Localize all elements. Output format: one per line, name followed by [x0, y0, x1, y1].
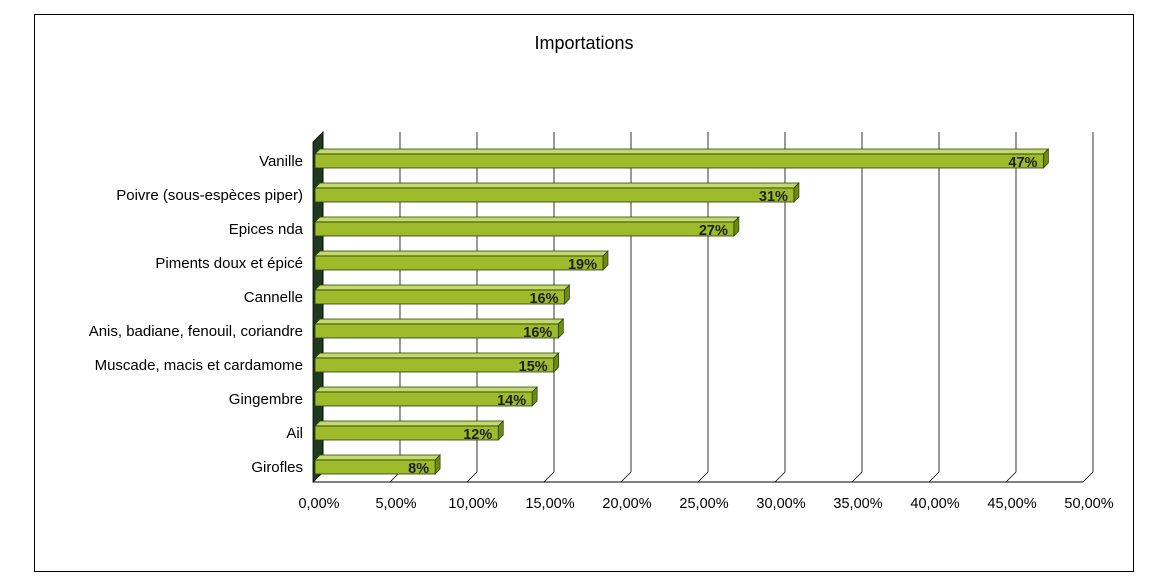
x-tick-label: 20,00% — [602, 496, 651, 512]
data-label: 14% — [497, 393, 526, 409]
category-label: Muscade, macis et cardamome — [95, 357, 303, 374]
bar — [314, 425, 499, 441]
x-tick-label: 10,00% — [448, 496, 497, 512]
x-tick-label: 15,00% — [525, 496, 574, 512]
gridline-floor — [851, 471, 863, 483]
bar-top-face — [314, 284, 571, 291]
data-label: 27% — [699, 223, 728, 239]
category-label: Poivre (sous-espèces piper) — [116, 187, 303, 204]
category-label: Anis, badiane, fenouil, coriandre — [89, 323, 303, 340]
gridline-floor — [1005, 471, 1017, 483]
chart-frame — [34, 14, 1134, 572]
bar-top-face — [314, 216, 740, 223]
data-label: 31% — [759, 189, 788, 205]
bar — [314, 357, 555, 373]
bar — [314, 323, 559, 339]
bar — [314, 255, 604, 271]
data-label: 15% — [519, 359, 548, 375]
x-tick-label: 25,00% — [679, 496, 728, 512]
category-label: Ail — [286, 425, 303, 442]
bar — [314, 187, 795, 203]
data-label: 12% — [463, 427, 492, 443]
chart-title: Importations — [534, 33, 634, 53]
bar-top-face — [314, 454, 441, 461]
bar-top-face — [314, 250, 609, 257]
x-tick-label: 45,00% — [987, 496, 1036, 512]
gridline-floor — [774, 471, 786, 483]
x-tick-label: 5,00% — [375, 496, 416, 512]
x-tick-label: 30,00% — [756, 496, 805, 512]
bar — [314, 391, 533, 407]
bar — [314, 221, 735, 237]
category-label: Gingembre — [229, 391, 303, 408]
data-label: 16% — [529, 291, 558, 307]
x-tick-label: 40,00% — [910, 496, 959, 512]
data-label: 19% — [568, 257, 597, 273]
bar-top-face — [314, 148, 1050, 155]
bar-top-face — [314, 182, 800, 189]
x-tick-label: 35,00% — [833, 496, 882, 512]
bar-top-face — [314, 420, 505, 427]
category-label: Piments doux et épicé — [155, 255, 303, 272]
category-label: Girofles — [251, 459, 303, 476]
data-label: 47% — [1008, 155, 1037, 171]
x-tick-label: 50,00% — [1064, 496, 1113, 512]
bar — [314, 289, 565, 305]
bar — [314, 153, 1044, 169]
bar-top-face — [314, 318, 565, 325]
gridline-floor — [466, 471, 478, 483]
category-label: Epices nda — [229, 221, 304, 238]
bar — [314, 459, 436, 475]
category-label: Cannelle — [244, 289, 303, 306]
gridline-floor — [543, 471, 555, 483]
gridline-floor — [928, 471, 940, 483]
data-label: 16% — [523, 325, 552, 341]
gridline-floor — [620, 471, 632, 483]
category-label: Vanille — [259, 153, 303, 170]
gridline-floor — [697, 471, 709, 483]
gridline-floor — [1082, 471, 1094, 483]
x-tick-label: 0,00% — [298, 496, 339, 512]
bar-top-face — [314, 352, 560, 359]
data-label: 8% — [408, 461, 429, 477]
bar-top-face — [314, 386, 538, 393]
